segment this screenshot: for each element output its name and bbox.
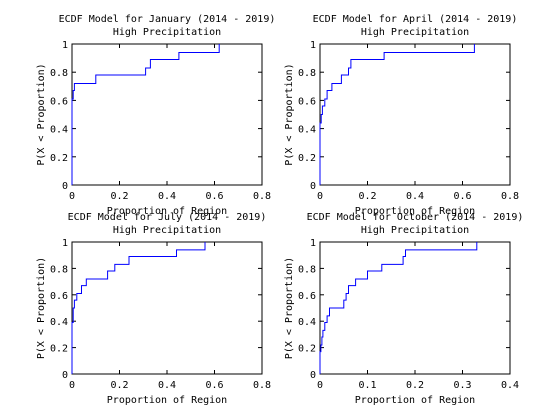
y-tick-label: 0.6	[298, 96, 316, 107]
x-tick-label: 0	[69, 380, 75, 391]
y-tick-label: 0.4	[50, 317, 68, 328]
x-axis-label: Proportion of Region	[107, 206, 227, 217]
x-tick-label: 0.1	[358, 380, 376, 391]
x-tick-label: 0.2	[358, 191, 376, 202]
y-tick-label: 1	[62, 40, 68, 51]
y-tick-label: 0.8	[50, 68, 68, 79]
x-tick-label: 0	[317, 191, 323, 202]
x-tick-label: 0.6	[453, 191, 471, 202]
x-axis-label: Proportion of Region	[355, 206, 475, 217]
chart-title: ECDF Model for April (2014 - 2019)	[313, 14, 518, 25]
y-tick-label: 1	[62, 238, 68, 249]
y-tick-label: 0.4	[50, 125, 68, 136]
y-tick-label: 0.6	[298, 291, 316, 302]
ecdf-step-line-1	[71, 44, 220, 185]
chart-subtitle: High Precipitation	[113, 27, 221, 38]
chart-subtitle: High Precipitation	[361, 27, 469, 38]
y-tick-label: 0.8	[298, 68, 316, 79]
x-axis-label: Proportion of Region	[107, 395, 227, 406]
y-tick-label: 0	[62, 370, 68, 381]
x-tick-label: 0.8	[253, 191, 271, 202]
x-tick-label: 0.2	[110, 380, 128, 391]
y-tick-label: 0	[310, 370, 316, 381]
x-tick-label: 0.2	[110, 191, 128, 202]
y-tick-label: 1	[310, 40, 316, 51]
ecdf-step-line-1	[71, 242, 206, 374]
plot-frame	[71, 43, 263, 186]
x-tick-label: 0.6	[205, 380, 223, 391]
x-tick-label: 0.4	[158, 380, 176, 391]
ecdf-step-line-1	[319, 242, 478, 374]
y-axis-label: P(X < Proportion)	[284, 63, 295, 165]
plot-frame	[319, 43, 511, 186]
y-tick-label: 0	[62, 181, 68, 192]
chart-panel-4: ECDF Model for October (2014 - 2019) High…	[284, 212, 523, 406]
y-tick-label: 0.6	[50, 96, 68, 107]
y-tick-label: 0.2	[298, 344, 316, 355]
x-tick-label: 0.4	[501, 380, 519, 391]
x-axis-label: Proportion of Region	[355, 395, 475, 406]
y-tick-label: 0.2	[50, 153, 68, 164]
chart-title: ECDF Model for October (2014 - 2019)	[307, 212, 524, 223]
x-tick-label: 0.3	[453, 380, 471, 391]
y-tick-label: 0.8	[298, 264, 316, 275]
x-tick-label: 0	[317, 380, 323, 391]
y-tick-label: 0	[310, 181, 316, 192]
x-tick-label: 0.4	[158, 191, 176, 202]
x-tick-label: 0.8	[501, 191, 519, 202]
y-tick-label: 0.6	[50, 291, 68, 302]
x-tick-label: 0.2	[406, 380, 424, 391]
chart-panel-2: ECDF Model for April (2014 - 2019) High P…	[284, 14, 519, 217]
chart-title: ECDF Model for July (2014 - 2019)	[68, 212, 267, 223]
ecdf-step-line-1	[319, 44, 475, 185]
y-axis-label: P(X < Proportion)	[284, 257, 295, 359]
chart-panel-1: ECDF Model for January (2014 - 2019) High…	[36, 14, 275, 217]
chart-subtitle: High Precipitation	[113, 225, 221, 236]
y-tick-label: 0.2	[50, 344, 68, 355]
plot-frame	[71, 241, 263, 375]
chart-title: ECDF Model for January (2014 - 2019)	[59, 14, 276, 25]
y-axis-label: P(X < Proportion)	[36, 257, 47, 359]
y-tick-label: 1	[310, 238, 316, 249]
y-tick-label: 0.2	[298, 153, 316, 164]
x-tick-label: 0.6	[205, 191, 223, 202]
y-tick-label: 0.4	[298, 125, 316, 136]
plot-frame	[319, 241, 511, 375]
y-axis-label: P(X < Proportion)	[36, 63, 47, 165]
chart-subtitle: High Precipitation	[361, 225, 469, 236]
x-tick-label: 0.8	[253, 380, 271, 391]
y-tick-label: 0.4	[298, 317, 316, 328]
chart-panel-3: ECDF Model for July (2014 - 2019) High Pr…	[36, 212, 271, 406]
y-tick-label: 0.8	[50, 264, 68, 275]
x-tick-label: 0	[69, 191, 75, 202]
x-tick-label: 0.4	[406, 191, 424, 202]
